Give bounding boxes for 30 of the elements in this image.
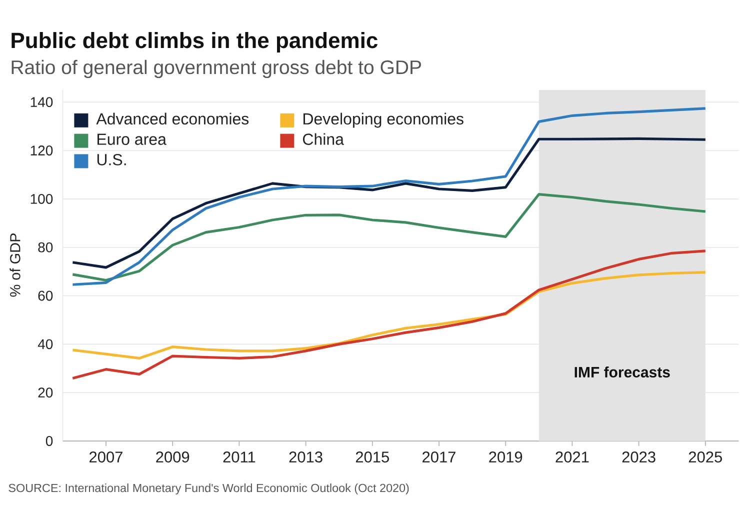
- x-tick-label: 2015: [356, 452, 389, 463]
- legend-label: Euro area: [98, 134, 166, 145]
- y-axis-title: % of GDP: [10, 234, 20, 297]
- legend-label: Advanced economies: [96, 112, 249, 125]
- x-tick-label: 2011: [223, 452, 256, 463]
- x-tick-label: 2009: [156, 452, 190, 463]
- band-label: IMF forecasts: [574, 366, 670, 378]
- legend-label: Developing economies: [304, 112, 464, 128]
- x-tick-label: 2017: [422, 452, 456, 463]
- line-series: [71, 250, 707, 380]
- y-tick-label: 80: [38, 242, 53, 252]
- x-tick-label: 2019: [489, 452, 522, 463]
- y-tick-label: 40: [38, 339, 53, 350]
- y-tick-label: 0: [46, 436, 53, 446]
- chart-title: Public debt climbs in the pandemic: [12, 32, 378, 53]
- chart-subtitle: Ratio of general government gross debt to GDP: [12, 60, 421, 78]
- y-tick-label: 100: [30, 194, 53, 204]
- y-tick-label: 60: [38, 290, 53, 301]
- x-tick-label: 2007: [90, 452, 122, 463]
- legend-label: China: [303, 133, 344, 145]
- line-series: [71, 193, 707, 282]
- x-tick-label: 2023: [622, 452, 656, 463]
- y-tick-label: 20: [38, 388, 53, 398]
- x-tick-label: 2013: [289, 452, 322, 463]
- y-tick-label: 140: [30, 97, 53, 108]
- y-tick-label: 120: [30, 146, 53, 156]
- x-tick-label: 2021: [556, 452, 589, 463]
- source-note: SOURCE: International Monetary Fund's World Economic Outlook (Oct 2020): [8, 484, 409, 494]
- legend-label: U.S.: [97, 154, 126, 166]
- x-tick-label: 2025: [688, 452, 722, 463]
